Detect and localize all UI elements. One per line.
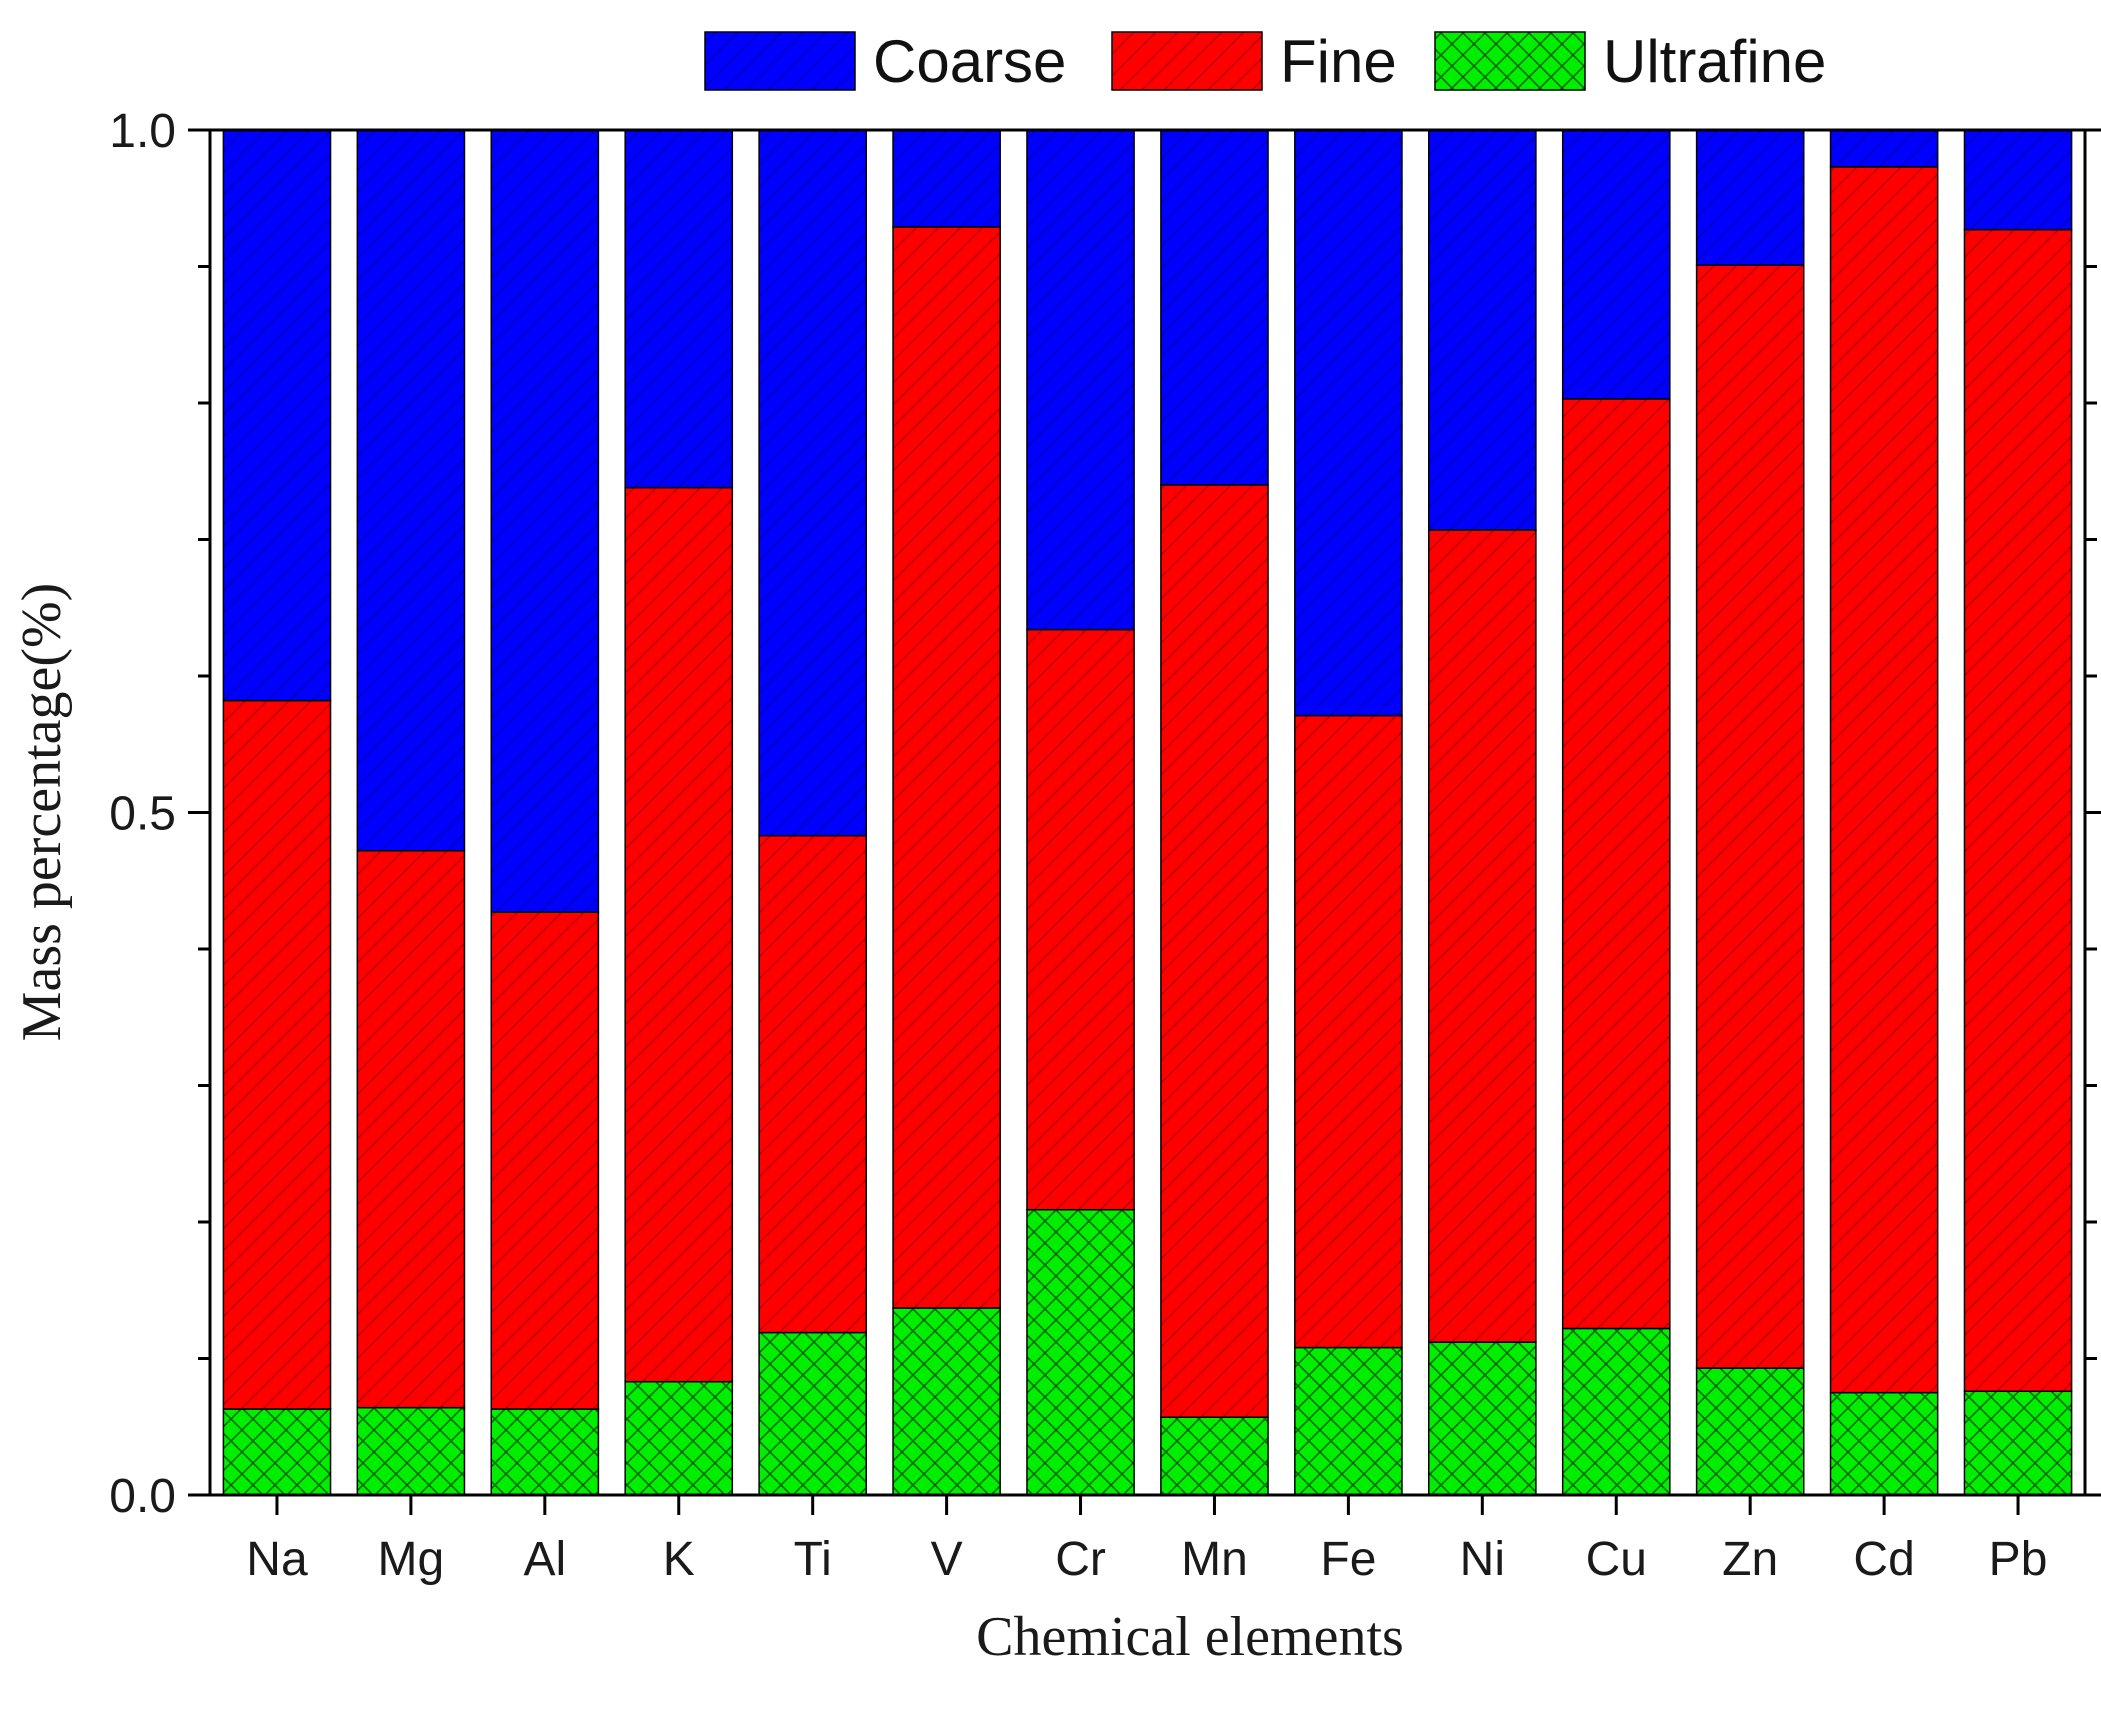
bar-coarse-fe — [1294, 129, 1403, 717]
bar-coarse-zn — [1695, 129, 1805, 266]
bar-coarse-ni — [1428, 129, 1537, 531]
bar-ultrafine-al — [490, 1408, 600, 1496]
legend-label-fine: Fine — [1280, 28, 1397, 95]
x-axis-title: Chemical elements — [976, 1606, 1404, 1668]
bar-coarse-v — [892, 129, 1001, 228]
bar-fine-mn — [1160, 484, 1269, 1418]
bar-coarse-cr — [1026, 129, 1135, 631]
x-tick-label-mn: Mn — [1181, 1533, 1248, 1586]
bar-fine-ni — [1428, 529, 1537, 1343]
x-tick-label-al: Al — [523, 1533, 566, 1586]
bar-fine-pb — [1963, 228, 2073, 1393]
bar-coarse-mg — [356, 129, 466, 852]
bar-ultrafine-v — [892, 1307, 1001, 1496]
bar-fine-mg — [356, 849, 466, 1409]
bar-ultrafine-mg — [356, 1406, 466, 1496]
bar-fine-k — [624, 486, 734, 1383]
bar-ultrafine-cu — [1561, 1327, 1671, 1496]
bar-coarse-cu — [1561, 129, 1671, 400]
legend-item-coarse: Coarse — [704, 28, 1066, 95]
y-axis: 0.0 0.5 1.0 — [109, 105, 2101, 1523]
x-tick-label-cu: Cu — [1586, 1533, 1647, 1586]
x-tick-label-v: V — [931, 1533, 963, 1586]
legend-label-ultrafine: Ultrafine — [1603, 28, 1826, 95]
bar-ultrafine-cr — [1026, 1208, 1135, 1496]
bar-ultrafine-cd — [1829, 1391, 1939, 1496]
x-tick-label-pb: Pb — [1989, 1533, 2048, 1586]
x-tick-label-ti: Ti — [794, 1533, 832, 1586]
bar-fine-zn — [1695, 264, 1805, 1369]
x-tick-label-mg: Mg — [378, 1533, 445, 1586]
bar-fine-cd — [1829, 166, 1939, 1394]
y-axis-title: Mass percentage(%) — [11, 583, 73, 1042]
x-axis: Na Mg Al K Ti V Cr Mn Fe Ni Cu Zn Cd Pb — [246, 1495, 2047, 1586]
bar-coarse-mn — [1160, 129, 1269, 486]
bar-ultrafine-na — [222, 1408, 332, 1496]
x-tick-label-zn: Zn — [1722, 1533, 1778, 1586]
x-tick-label-ni: Ni — [1460, 1533, 1505, 1586]
y-tick-label: 1.0 — [109, 105, 176, 158]
bar-ultrafine-k — [624, 1380, 734, 1496]
legend-item-fine: Fine — [1111, 28, 1397, 95]
bar-coarse-k — [624, 129, 734, 489]
bar-coarse-cd — [1829, 129, 1939, 168]
legend: Coarse Fine Ultrafine — [704, 28, 1826, 95]
bar-fine-ti — [758, 834, 867, 1334]
bar-ultrafine-ni — [1428, 1341, 1537, 1496]
x-tick-label-fe: Fe — [1320, 1533, 1376, 1586]
bar-ultrafine-ti — [758, 1331, 867, 1496]
bar-coarse-na — [222, 129, 332, 702]
bar-fine-cu — [1561, 398, 1671, 1330]
bars — [222, 129, 2073, 1496]
x-tick-label-na: Na — [246, 1533, 308, 1586]
x-tick-label-k: K — [663, 1533, 695, 1586]
bar-ultrafine-zn — [1695, 1367, 1805, 1496]
bar-coarse-al — [490, 129, 600, 913]
bar-fine-v — [892, 226, 1001, 1309]
bar-fine-na — [222, 699, 332, 1410]
bar-coarse-ti — [758, 129, 867, 837]
x-tick-label-cd: Cd — [1853, 1533, 1914, 1586]
bar-ultrafine-fe — [1294, 1346, 1403, 1496]
bar-ultrafine-pb — [1963, 1390, 2073, 1496]
y-tick-label: 0.5 — [109, 788, 176, 841]
bar-ultrafine-mn — [1160, 1416, 1269, 1496]
bar-fine-al — [490, 911, 600, 1410]
legend-item-ultrafine: Ultrafine — [1434, 28, 1826, 95]
bar-fine-fe — [1294, 714, 1403, 1349]
bar-coarse-pb — [1963, 129, 2073, 231]
y-tick-label: 0.0 — [109, 1470, 176, 1523]
x-tick-label-cr: Cr — [1055, 1533, 1106, 1586]
legend-label-coarse: Coarse — [873, 28, 1066, 95]
bar-fine-cr — [1026, 628, 1135, 1211]
